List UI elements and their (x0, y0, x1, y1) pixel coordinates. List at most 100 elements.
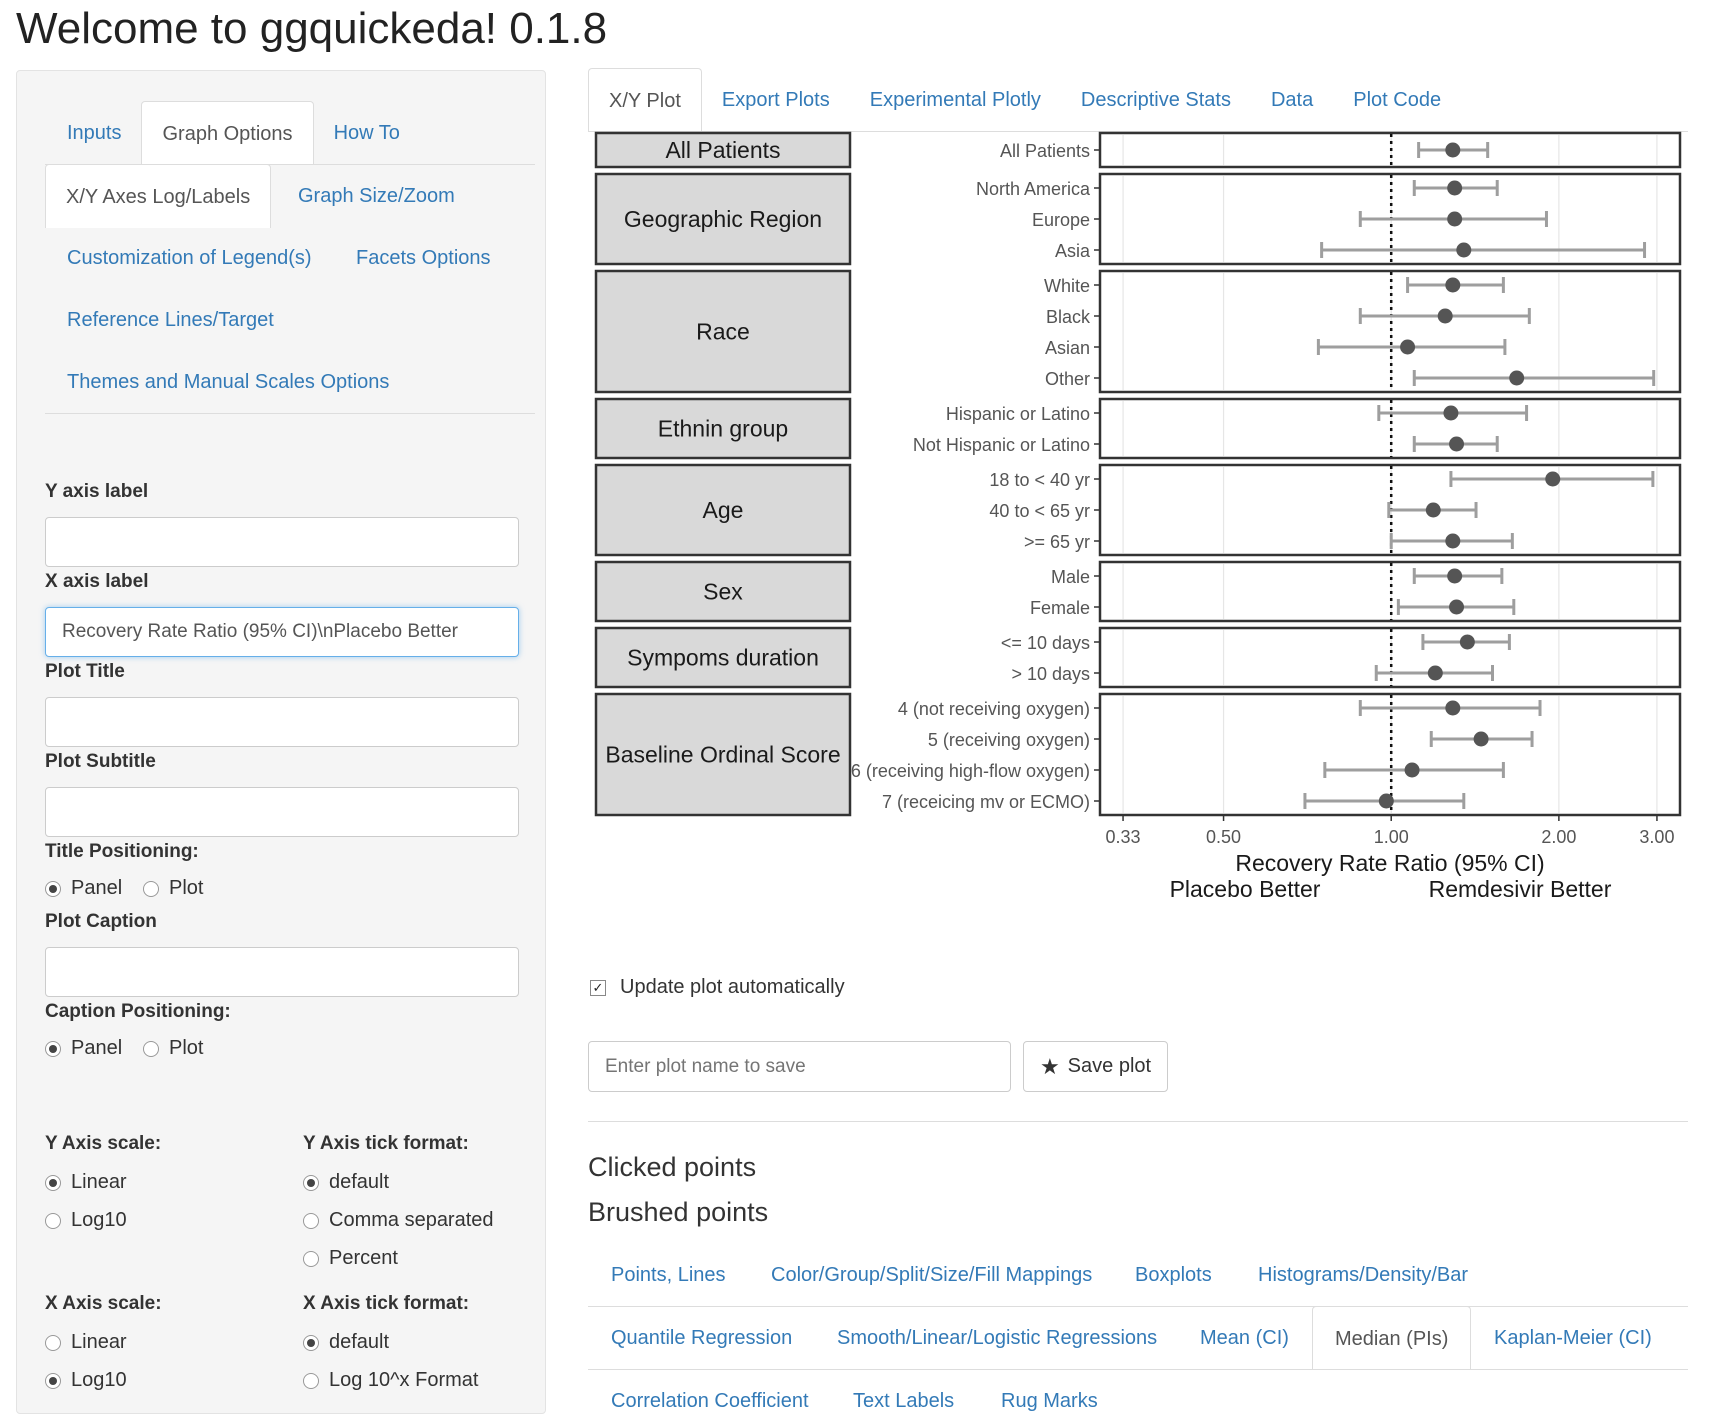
row-label: 5 (receiving oxygen) (928, 730, 1090, 750)
tab-quantile-regression[interactable]: Quantile Regression (611, 1327, 793, 1349)
subtab-xy-axes[interactable]: X/Y Axes Log/Labels (45, 164, 272, 228)
radio-dot (303, 1372, 319, 1389)
title-pos-plot-radio[interactable]: Plot (143, 877, 203, 900)
tab-xy-plot[interactable]: X/Y Plot (588, 68, 702, 132)
caption-pos-plot-radio[interactable]: Plot (143, 1037, 203, 1060)
y-scale-log10-radio[interactable]: Log10 (45, 1209, 127, 1232)
sidebar-panel: Inputs Graph Options How To X/Y Axes Log… (16, 70, 546, 1414)
radio-dot (45, 1040, 61, 1057)
radio-dot (45, 1174, 61, 1191)
y-axis-label-input[interactable] (45, 517, 519, 567)
tab-smooth-regressions[interactable]: Smooth/Linear/Logistic Regressions (837, 1327, 1158, 1349)
caption-pos-panel-radio[interactable]: Panel (45, 1037, 122, 1060)
save-plot-button[interactable]: ★ Save plot (1023, 1041, 1168, 1092)
forest-plot[interactable]: All Patients All Patients Geographic Regio… (590, 130, 1690, 965)
plot-title-input[interactable] (45, 697, 519, 747)
divider (588, 1121, 1688, 1122)
subtab-reference[interactable]: Reference Lines/Target (67, 309, 274, 331)
tab-inputs[interactable]: Inputs (67, 122, 122, 144)
row-label: <= 10 days (1001, 633, 1090, 653)
radio-label: Linear (71, 1171, 127, 1193)
tab-histograms[interactable]: Histograms/Density/Bar (1258, 1264, 1469, 1286)
tab-data[interactable]: Data (1270, 89, 1314, 111)
title-pos-panel-radio[interactable]: Panel (45, 877, 122, 900)
radio-dot (45, 1212, 61, 1229)
tab-boxplots[interactable]: Boxplots (1135, 1264, 1212, 1286)
subtab-legend[interactable]: Customization of Legend(s) (67, 247, 312, 269)
plot-name-input[interactable] (588, 1041, 1011, 1092)
x-axis-label-input[interactable] (45, 607, 519, 657)
radio-label: default (329, 1171, 390, 1193)
tab-kaplan-meier[interactable]: Kaplan-Meier (CI) (1494, 1327, 1652, 1349)
plot-caption-input[interactable] (45, 947, 519, 997)
facet-strip-label: All Patients (665, 137, 780, 163)
x-tick-label: 1.00 (1374, 827, 1409, 847)
tab-descriptive-stats[interactable]: Descriptive Stats (1080, 89, 1231, 111)
radio-label: Log10 (71, 1209, 127, 1231)
subtab-facets[interactable]: Facets Options (356, 247, 491, 269)
tab-points-lines[interactable]: Points, Lines (611, 1264, 726, 1286)
estimate-point (1459, 634, 1475, 650)
facet-strip-1 (594, 172, 852, 266)
subtab-graph-size[interactable]: Graph Size/Zoom (298, 185, 455, 207)
y-axis-label-label: Y axis label (45, 481, 149, 502)
estimate-point (1509, 370, 1525, 386)
estimate-point (1425, 502, 1441, 518)
x-tick-default-radio[interactable]: default (303, 1331, 389, 1354)
checkbox-label: Update plot automatically (620, 976, 845, 998)
caption-positioning-label: Caption Positioning: (45, 1001, 231, 1022)
estimate-point (1449, 599, 1465, 615)
facet-strip-7 (594, 692, 852, 817)
x-axis-title: Recovery Rate Ratio (95% CI) (1235, 850, 1544, 876)
checkbox-box: ✓ (590, 979, 606, 996)
y-tick-comma-radio[interactable]: Comma separated (303, 1209, 494, 1232)
row-label: Black (1046, 307, 1091, 327)
facet-panel-2 (1098, 269, 1682, 394)
row-label: >= 65 yr (1024, 532, 1090, 552)
tab-median-pis[interactable]: Median (PIs) (1312, 1306, 1472, 1370)
x-scale-linear-radio[interactable]: Linear (45, 1331, 127, 1354)
facet-strip-label: Baseline Ordinal Score (605, 742, 840, 768)
plot-caption-label: Plot Caption (45, 911, 157, 932)
facet-strip-label: Sex (703, 579, 743, 605)
update-plot-checkbox[interactable]: ✓ Update plot automatically (590, 976, 845, 999)
estimate-point (1447, 568, 1463, 584)
tab-experimental-plotly[interactable]: Experimental Plotly (869, 89, 1041, 111)
facet-strip-label: Race (696, 319, 750, 345)
row-label: 40 to < 65 yr (989, 501, 1090, 521)
tab-correlation[interactable]: Correlation Coefficient (611, 1390, 809, 1412)
row-label: 18 to < 40 yr (989, 470, 1090, 490)
x-tick-log10x-radio[interactable]: Log 10^x Format (303, 1369, 478, 1392)
y-scale-linear-radio[interactable]: Linear (45, 1171, 127, 1194)
tab-text-labels[interactable]: Text Labels (853, 1390, 955, 1412)
tab-rug-marks[interactable]: Rug Marks (1001, 1390, 1098, 1412)
tab-graph-options[interactable]: Graph Options (141, 101, 314, 165)
estimate-point (1378, 793, 1394, 809)
tab-how-to[interactable]: How To (333, 122, 400, 144)
y-tick-percent-radio[interactable]: Percent (303, 1247, 398, 1270)
subtab-themes[interactable]: Themes and Manual Scales Options (67, 371, 390, 393)
row-label: Female (1030, 598, 1090, 618)
tab-mean-ci[interactable]: Mean (CI) (1200, 1327, 1289, 1349)
estimate-point (1545, 471, 1561, 487)
brushed-points-heading: Brushed points (588, 1197, 769, 1227)
estimate-point (1445, 700, 1461, 716)
row-label: 6 (receiving high-flow oxygen) (851, 761, 1090, 781)
tab-mappings[interactable]: Color/Group/Split/Size/Fill Mappings (771, 1264, 1093, 1286)
estimate-point (1473, 731, 1489, 747)
row-label: Hispanic or Latino (946, 404, 1090, 424)
sidebar-tabs: Inputs Graph Options How To (47, 101, 420, 165)
row-label: 7 (receicing mv or ECMO) (882, 792, 1090, 812)
divider (45, 164, 535, 165)
facet-strip-label: Sympoms duration (627, 645, 819, 671)
y-tick-default-radio[interactable]: default (303, 1171, 389, 1194)
tab-plot-code[interactable]: Plot Code (1353, 89, 1442, 111)
radio-dot (143, 880, 159, 897)
tab-export-plots[interactable]: Export Plots (721, 89, 830, 111)
radio-label: Plot (169, 877, 204, 899)
x-tick-label: 3.00 (1639, 827, 1674, 847)
row-label: 4 (not receiving oxygen) (898, 699, 1090, 719)
plot-subtitle-input[interactable] (45, 787, 519, 837)
main-tabs: X/Y Plot Export Plots Experimental Plotl… (588, 68, 1461, 132)
x-scale-log10-radio[interactable]: Log10 (45, 1369, 127, 1392)
